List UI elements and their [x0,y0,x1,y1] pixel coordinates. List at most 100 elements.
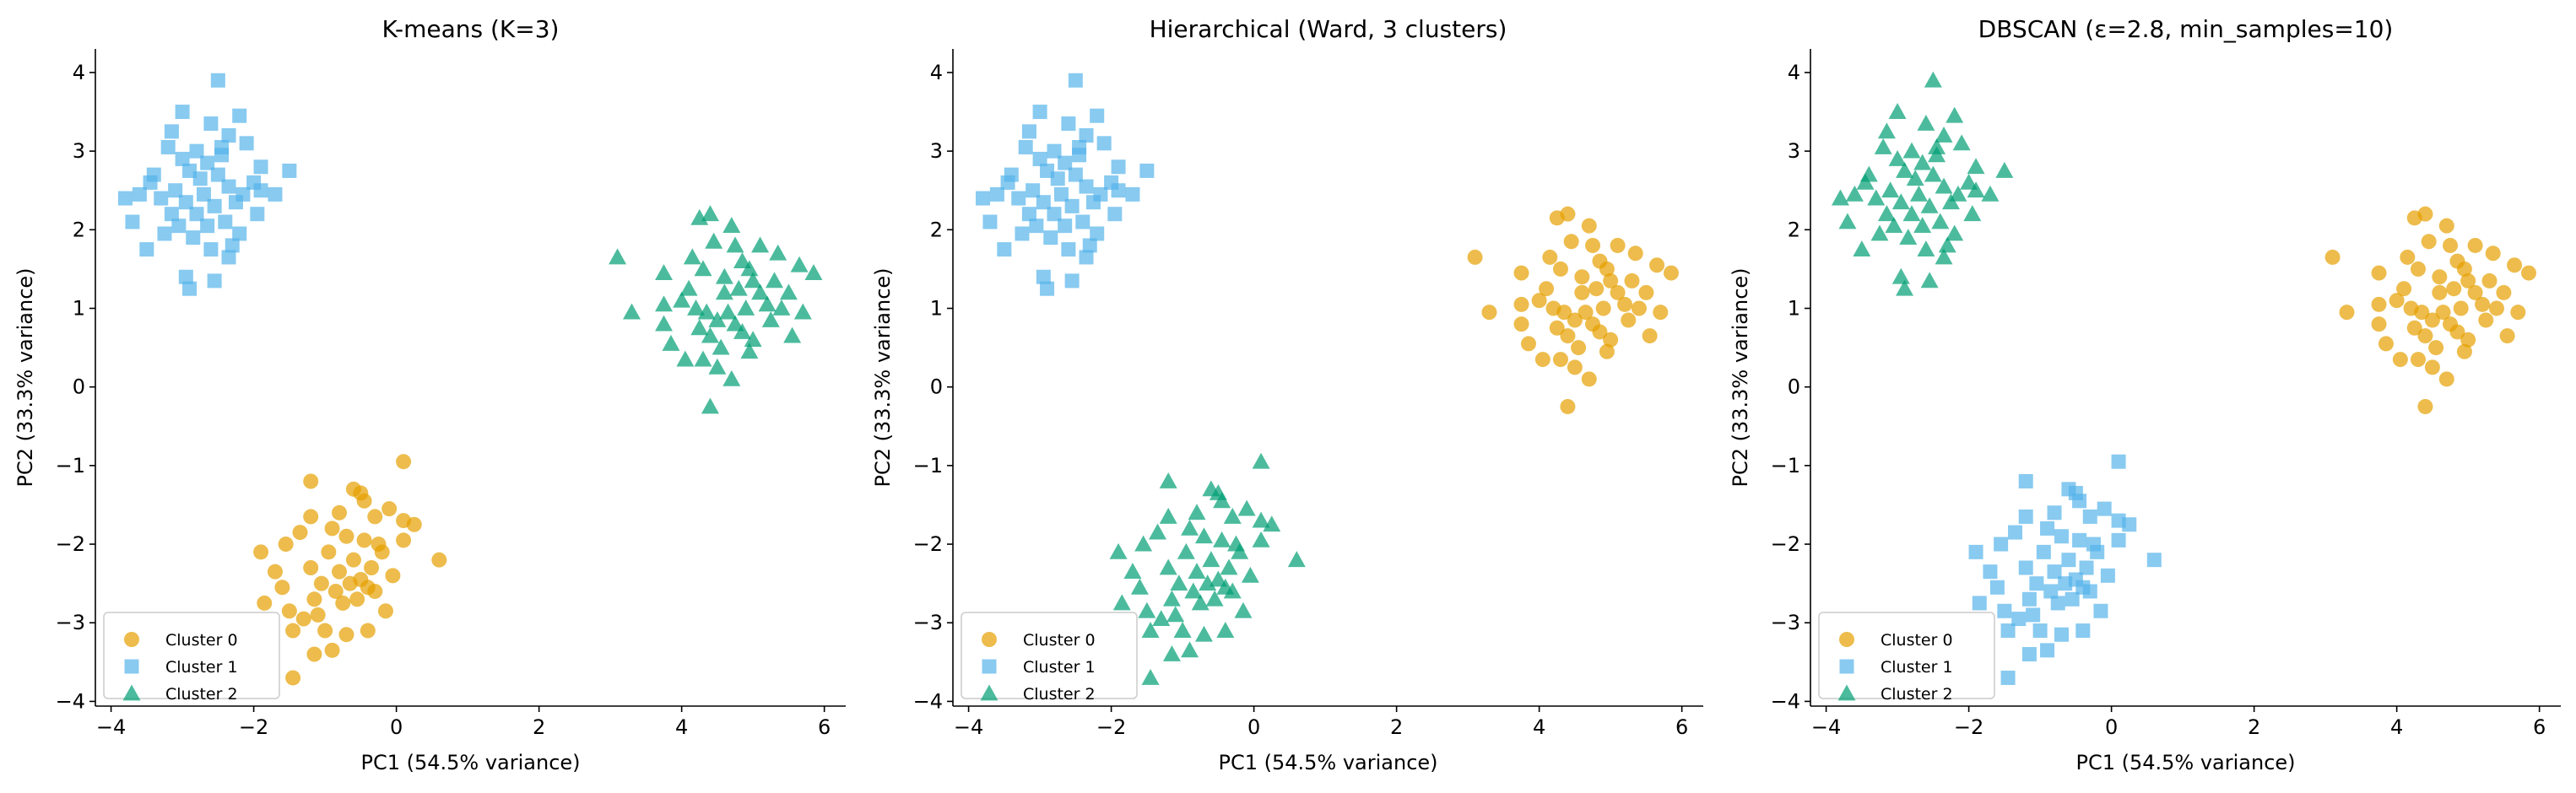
data-point [2100,568,2115,583]
data-point [1021,207,1036,222]
data-point [168,183,183,198]
data-point [132,186,147,202]
data-point [356,532,372,548]
x-tick-label: 6 [2533,715,2546,739]
data-point [1064,198,1080,213]
data-point [1018,139,1033,154]
data-point [1481,305,1497,321]
data-point [2428,340,2444,356]
data-point [1896,279,1914,296]
series-cluster-0 [253,454,447,686]
legend-frame [103,612,280,699]
data-point [253,544,269,560]
data-point [2000,670,2016,685]
data-point [719,303,738,320]
data-point [1513,296,1529,312]
data-point [1107,207,1123,222]
data-point [382,501,398,517]
data-point [1216,578,1235,595]
data-point [1090,226,1105,241]
data-point [1924,165,1942,182]
y-tick-label: 3 [930,139,943,163]
data-point [1588,281,1605,297]
data-point [2499,328,2515,344]
data-point [396,532,412,548]
data-point [1567,312,1583,328]
data-point [2449,253,2465,269]
data-point [345,552,361,568]
y-tick-label: 1 [1788,297,1800,321]
data-point [1549,320,1565,336]
data-point [701,326,719,343]
data-point [2054,627,2069,642]
legend-marker-triangle [122,684,141,701]
data-point [722,370,741,386]
x-tick-label: 2 [1390,715,1403,739]
data-point [715,283,733,300]
data-point [1653,305,1669,321]
data-point [1920,272,1939,289]
data-point [1068,73,1083,88]
data-point [1159,558,1177,575]
data-point [761,310,780,327]
data-point [1845,185,1864,202]
series-cluster-1 [117,73,297,296]
series-cluster-2 [1831,71,2014,296]
data-point [1867,189,1886,206]
data-point [303,509,319,525]
data-point [708,358,727,375]
y-tick-label: −1 [56,454,85,477]
data-point [2432,269,2448,285]
data-point [1874,138,1892,154]
data-point [2507,257,2523,273]
data-point [1096,136,1112,151]
data-point [2072,532,2087,548]
data-point [751,283,770,300]
x-tick-label: 0 [390,715,403,739]
data-point [1162,590,1181,607]
data-point [1638,284,1654,300]
data-point [356,493,372,509]
data-point [2417,398,2433,414]
series-cluster-1 [1968,454,2162,685]
legend: Cluster 0 Cluster 1 Cluster 2 [1818,612,1995,704]
y-axis-label: PC2 (33.3% variance) [1729,267,1752,487]
data-point [225,238,240,253]
data-point [1899,229,1918,245]
x-tick-label: −4 [954,715,983,739]
data-point [2481,272,2498,289]
data-point [2478,312,2494,328]
data-point [2456,343,2472,359]
data-point [1531,293,1547,309]
data-point [117,191,133,206]
data-point [2410,261,2426,277]
legend-label: Cluster 0 [165,631,238,650]
data-point [1123,563,1142,580]
data-point [1949,185,1967,202]
data-point [1141,622,1160,638]
data-point [676,350,695,367]
data-point [1047,143,1062,159]
data-point [1216,622,1235,638]
data-point [2496,284,2512,300]
data-point [1624,272,1640,289]
data-point [1877,205,1896,222]
y-tick-label: −2 [1771,532,1800,556]
data-point [1539,281,1555,297]
data-point [726,315,744,332]
data-point [1968,544,1983,559]
data-point [1983,564,1998,580]
legend-frame [961,612,1138,699]
data-point [164,124,179,139]
data-point [1252,531,1270,548]
data-point [1853,240,1871,257]
data-point [396,513,412,529]
data-point [740,343,759,359]
data-point [1021,124,1036,139]
y-tick-label: 2 [73,218,85,241]
data-point [1909,185,1928,202]
data-point [210,167,225,182]
data-point [1560,398,1576,414]
data-point [2453,300,2469,316]
data-point [1581,218,1597,234]
